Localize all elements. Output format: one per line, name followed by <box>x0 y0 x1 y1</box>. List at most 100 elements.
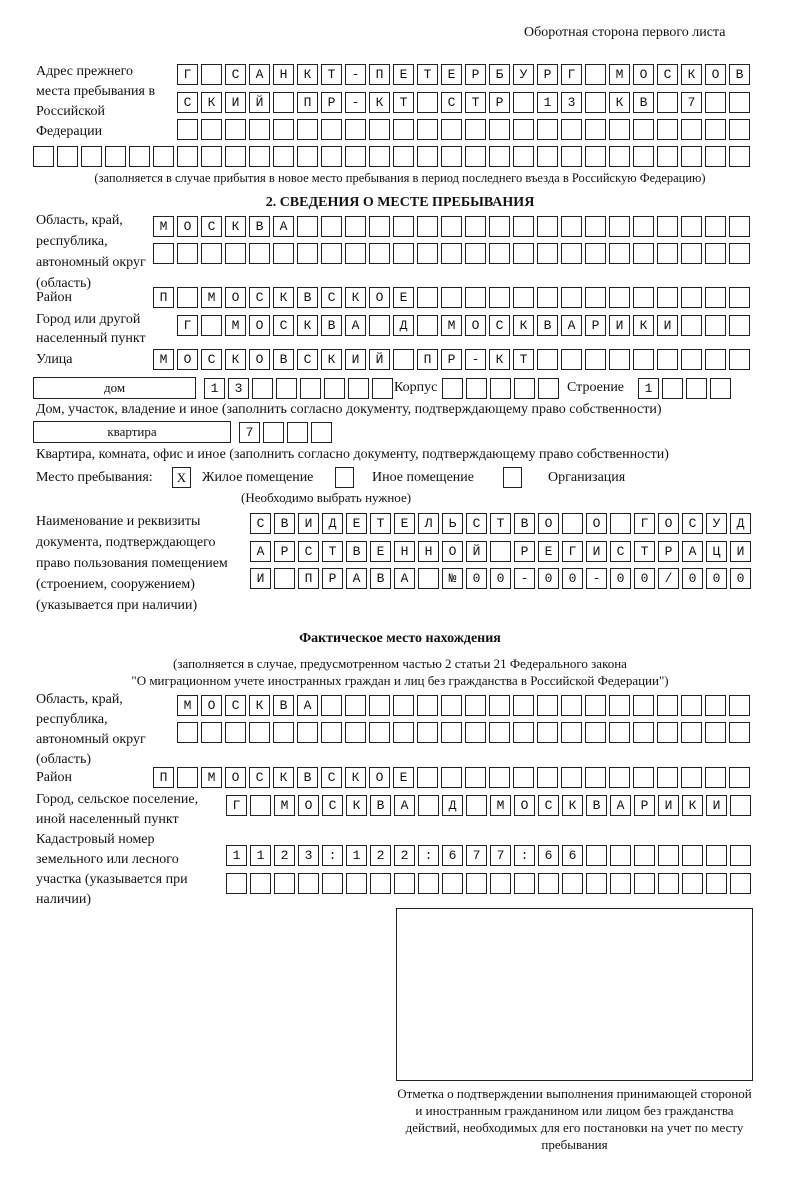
char-cell[interactable] <box>369 315 390 336</box>
char-cell[interactable] <box>249 695 270 716</box>
char-cell[interactable] <box>369 119 390 140</box>
char-cell[interactable] <box>706 795 727 816</box>
char-cell[interactable] <box>441 64 462 85</box>
char-cell[interactable] <box>249 722 270 743</box>
char-cell[interactable] <box>705 315 726 336</box>
char-cell[interactable] <box>657 92 678 113</box>
char-cell[interactable] <box>369 216 390 237</box>
char-cell[interactable] <box>706 541 727 562</box>
char-cell[interactable] <box>418 845 439 866</box>
char-cell[interactable] <box>537 287 558 308</box>
char-cell[interactable] <box>274 873 295 894</box>
char-cell[interactable] <box>705 722 726 743</box>
char-cell[interactable] <box>225 216 246 237</box>
char-cell[interactable] <box>321 216 342 237</box>
char-cell[interactable] <box>177 216 198 237</box>
char-cell[interactable] <box>609 767 630 788</box>
char-cell[interactable] <box>394 568 415 589</box>
char-cell[interactable] <box>657 349 678 370</box>
char-cell[interactable] <box>465 287 486 308</box>
char-cell[interactable] <box>682 513 703 534</box>
district-row[interactable]: П МОСКВСКОЕ <box>153 287 753 308</box>
char-cell[interactable] <box>345 146 366 167</box>
char-cell[interactable] <box>177 119 198 140</box>
char-cell[interactable] <box>634 568 655 589</box>
char-cell[interactable] <box>418 513 439 534</box>
char-cell[interactable] <box>609 216 630 237</box>
char-cell[interactable] <box>225 243 246 264</box>
char-cell[interactable] <box>490 513 511 534</box>
char-cell[interactable] <box>705 64 726 85</box>
char-cell[interactable] <box>321 349 342 370</box>
char-cell[interactable] <box>682 541 703 562</box>
char-cell[interactable] <box>633 146 654 167</box>
char-cell[interactable] <box>609 243 630 264</box>
char-cell[interactable] <box>273 92 294 113</box>
char-cell[interactable] <box>561 146 582 167</box>
char-cell[interactable] <box>274 513 295 534</box>
char-cell[interactable] <box>418 541 439 562</box>
char-cell[interactable] <box>249 146 270 167</box>
char-cell[interactable] <box>538 795 559 816</box>
char-cell[interactable] <box>514 845 535 866</box>
char-cell[interactable] <box>729 349 750 370</box>
house-type-field[interactable]: дом <box>33 377 196 399</box>
char-cell[interactable] <box>490 541 511 562</box>
char-cell[interactable] <box>490 873 511 894</box>
stroenie-row[interactable]: 1 <box>638 378 734 399</box>
char-cell[interactable] <box>633 119 654 140</box>
char-cell[interactable] <box>273 119 294 140</box>
char-cell[interactable] <box>297 349 318 370</box>
char-cell[interactable] <box>610 845 631 866</box>
char-cell[interactable] <box>177 349 198 370</box>
char-cell[interactable] <box>273 287 294 308</box>
char-cell[interactable] <box>346 845 367 866</box>
char-cell[interactable] <box>201 243 222 264</box>
char-cell[interactable] <box>609 92 630 113</box>
char-cell[interactable] <box>634 845 655 866</box>
char-cell[interactable] <box>609 119 630 140</box>
char-cell[interactable] <box>682 845 703 866</box>
char-cell[interactable] <box>322 513 343 534</box>
char-cell[interactable] <box>393 767 414 788</box>
char-cell[interactable] <box>177 146 198 167</box>
char-cell[interactable] <box>105 146 126 167</box>
char-cell[interactable] <box>442 795 463 816</box>
char-cell[interactable] <box>345 216 366 237</box>
char-cell[interactable] <box>441 722 462 743</box>
char-cell[interactable] <box>393 119 414 140</box>
char-cell[interactable] <box>705 243 726 264</box>
char-cell[interactable] <box>201 349 222 370</box>
char-cell[interactable] <box>634 795 655 816</box>
char-cell[interactable] <box>298 568 319 589</box>
char-cell[interactable] <box>297 287 318 308</box>
char-cell[interactable] <box>393 64 414 85</box>
char-cell[interactable] <box>311 422 332 443</box>
house-number-row[interactable]: 13 <box>204 378 396 399</box>
char-cell[interactable] <box>657 64 678 85</box>
char-cell[interactable] <box>393 315 414 336</box>
char-cell[interactable] <box>729 64 750 85</box>
char-cell[interactable] <box>321 767 342 788</box>
char-cell[interactable] <box>465 92 486 113</box>
char-cell[interactable] <box>706 513 727 534</box>
char-cell[interactable] <box>201 92 222 113</box>
street-row[interactable]: МОСКОВСКИЙ ПР-КТ <box>153 349 753 370</box>
char-cell[interactable] <box>273 315 294 336</box>
char-cell[interactable] <box>321 64 342 85</box>
char-cell[interactable] <box>513 287 534 308</box>
char-cell[interactable] <box>706 845 727 866</box>
char-cell[interactable] <box>153 146 174 167</box>
char-cell[interactable] <box>417 695 438 716</box>
char-cell[interactable] <box>562 541 583 562</box>
char-cell[interactable] <box>346 873 367 894</box>
char-cell[interactable] <box>394 873 415 894</box>
char-cell[interactable] <box>321 243 342 264</box>
char-cell[interactable] <box>537 146 558 167</box>
char-cell[interactable] <box>153 767 174 788</box>
char-cell[interactable] <box>513 216 534 237</box>
char-cell[interactable] <box>370 568 391 589</box>
char-cell[interactable] <box>585 146 606 167</box>
char-cell[interactable] <box>201 315 222 336</box>
char-cell[interactable] <box>228 378 249 399</box>
